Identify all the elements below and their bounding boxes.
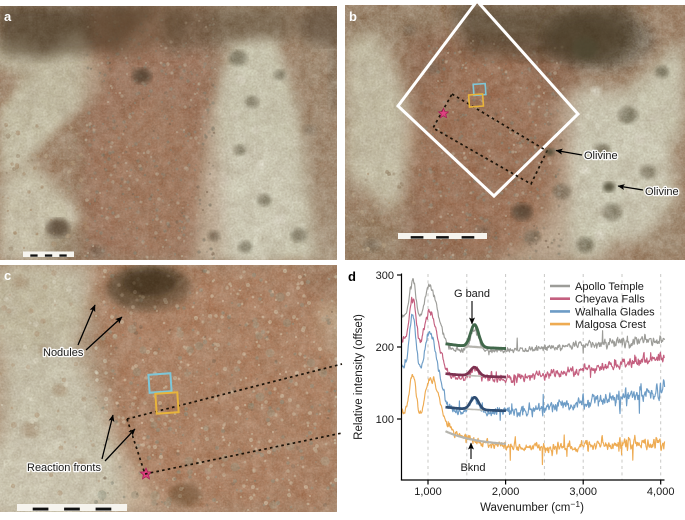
svg-text:Relative intensity (offset): Relative intensity (offset) bbox=[353, 314, 365, 440]
svg-text:Malgosa Crest: Malgosa Crest bbox=[575, 319, 646, 331]
svg-text:Nodules: Nodules bbox=[43, 347, 84, 359]
svg-text:200: 200 bbox=[376, 342, 394, 354]
svg-text:G band: G band bbox=[454, 288, 490, 300]
svg-text:1,000: 1,000 bbox=[414, 486, 442, 498]
svg-text:Apollo Temple: Apollo Temple bbox=[575, 281, 644, 293]
svg-text:d: d bbox=[348, 269, 356, 284]
svg-text:Olivine: Olivine bbox=[645, 186, 679, 198]
svg-text:Walhalla Glades: Walhalla Glades bbox=[575, 306, 655, 318]
svg-text:c: c bbox=[4, 268, 11, 283]
svg-text:2,000: 2,000 bbox=[492, 486, 520, 498]
svg-text:Cheyava Falls: Cheyava Falls bbox=[575, 294, 645, 306]
svg-text:Reaction fronts: Reaction fronts bbox=[27, 462, 101, 474]
svg-text:Wavenumber (cm−1): Wavenumber (cm−1) bbox=[480, 499, 584, 514]
svg-text:b: b bbox=[349, 9, 357, 24]
svg-text:Bknd: Bknd bbox=[460, 462, 485, 474]
svg-text:100: 100 bbox=[376, 414, 394, 426]
svg-text:3,000: 3,000 bbox=[569, 486, 597, 498]
svg-text:Olivine: Olivine bbox=[584, 150, 618, 162]
svg-text:4,000: 4,000 bbox=[647, 486, 675, 498]
svg-text:300: 300 bbox=[376, 270, 394, 282]
svg-text:a: a bbox=[4, 9, 12, 24]
